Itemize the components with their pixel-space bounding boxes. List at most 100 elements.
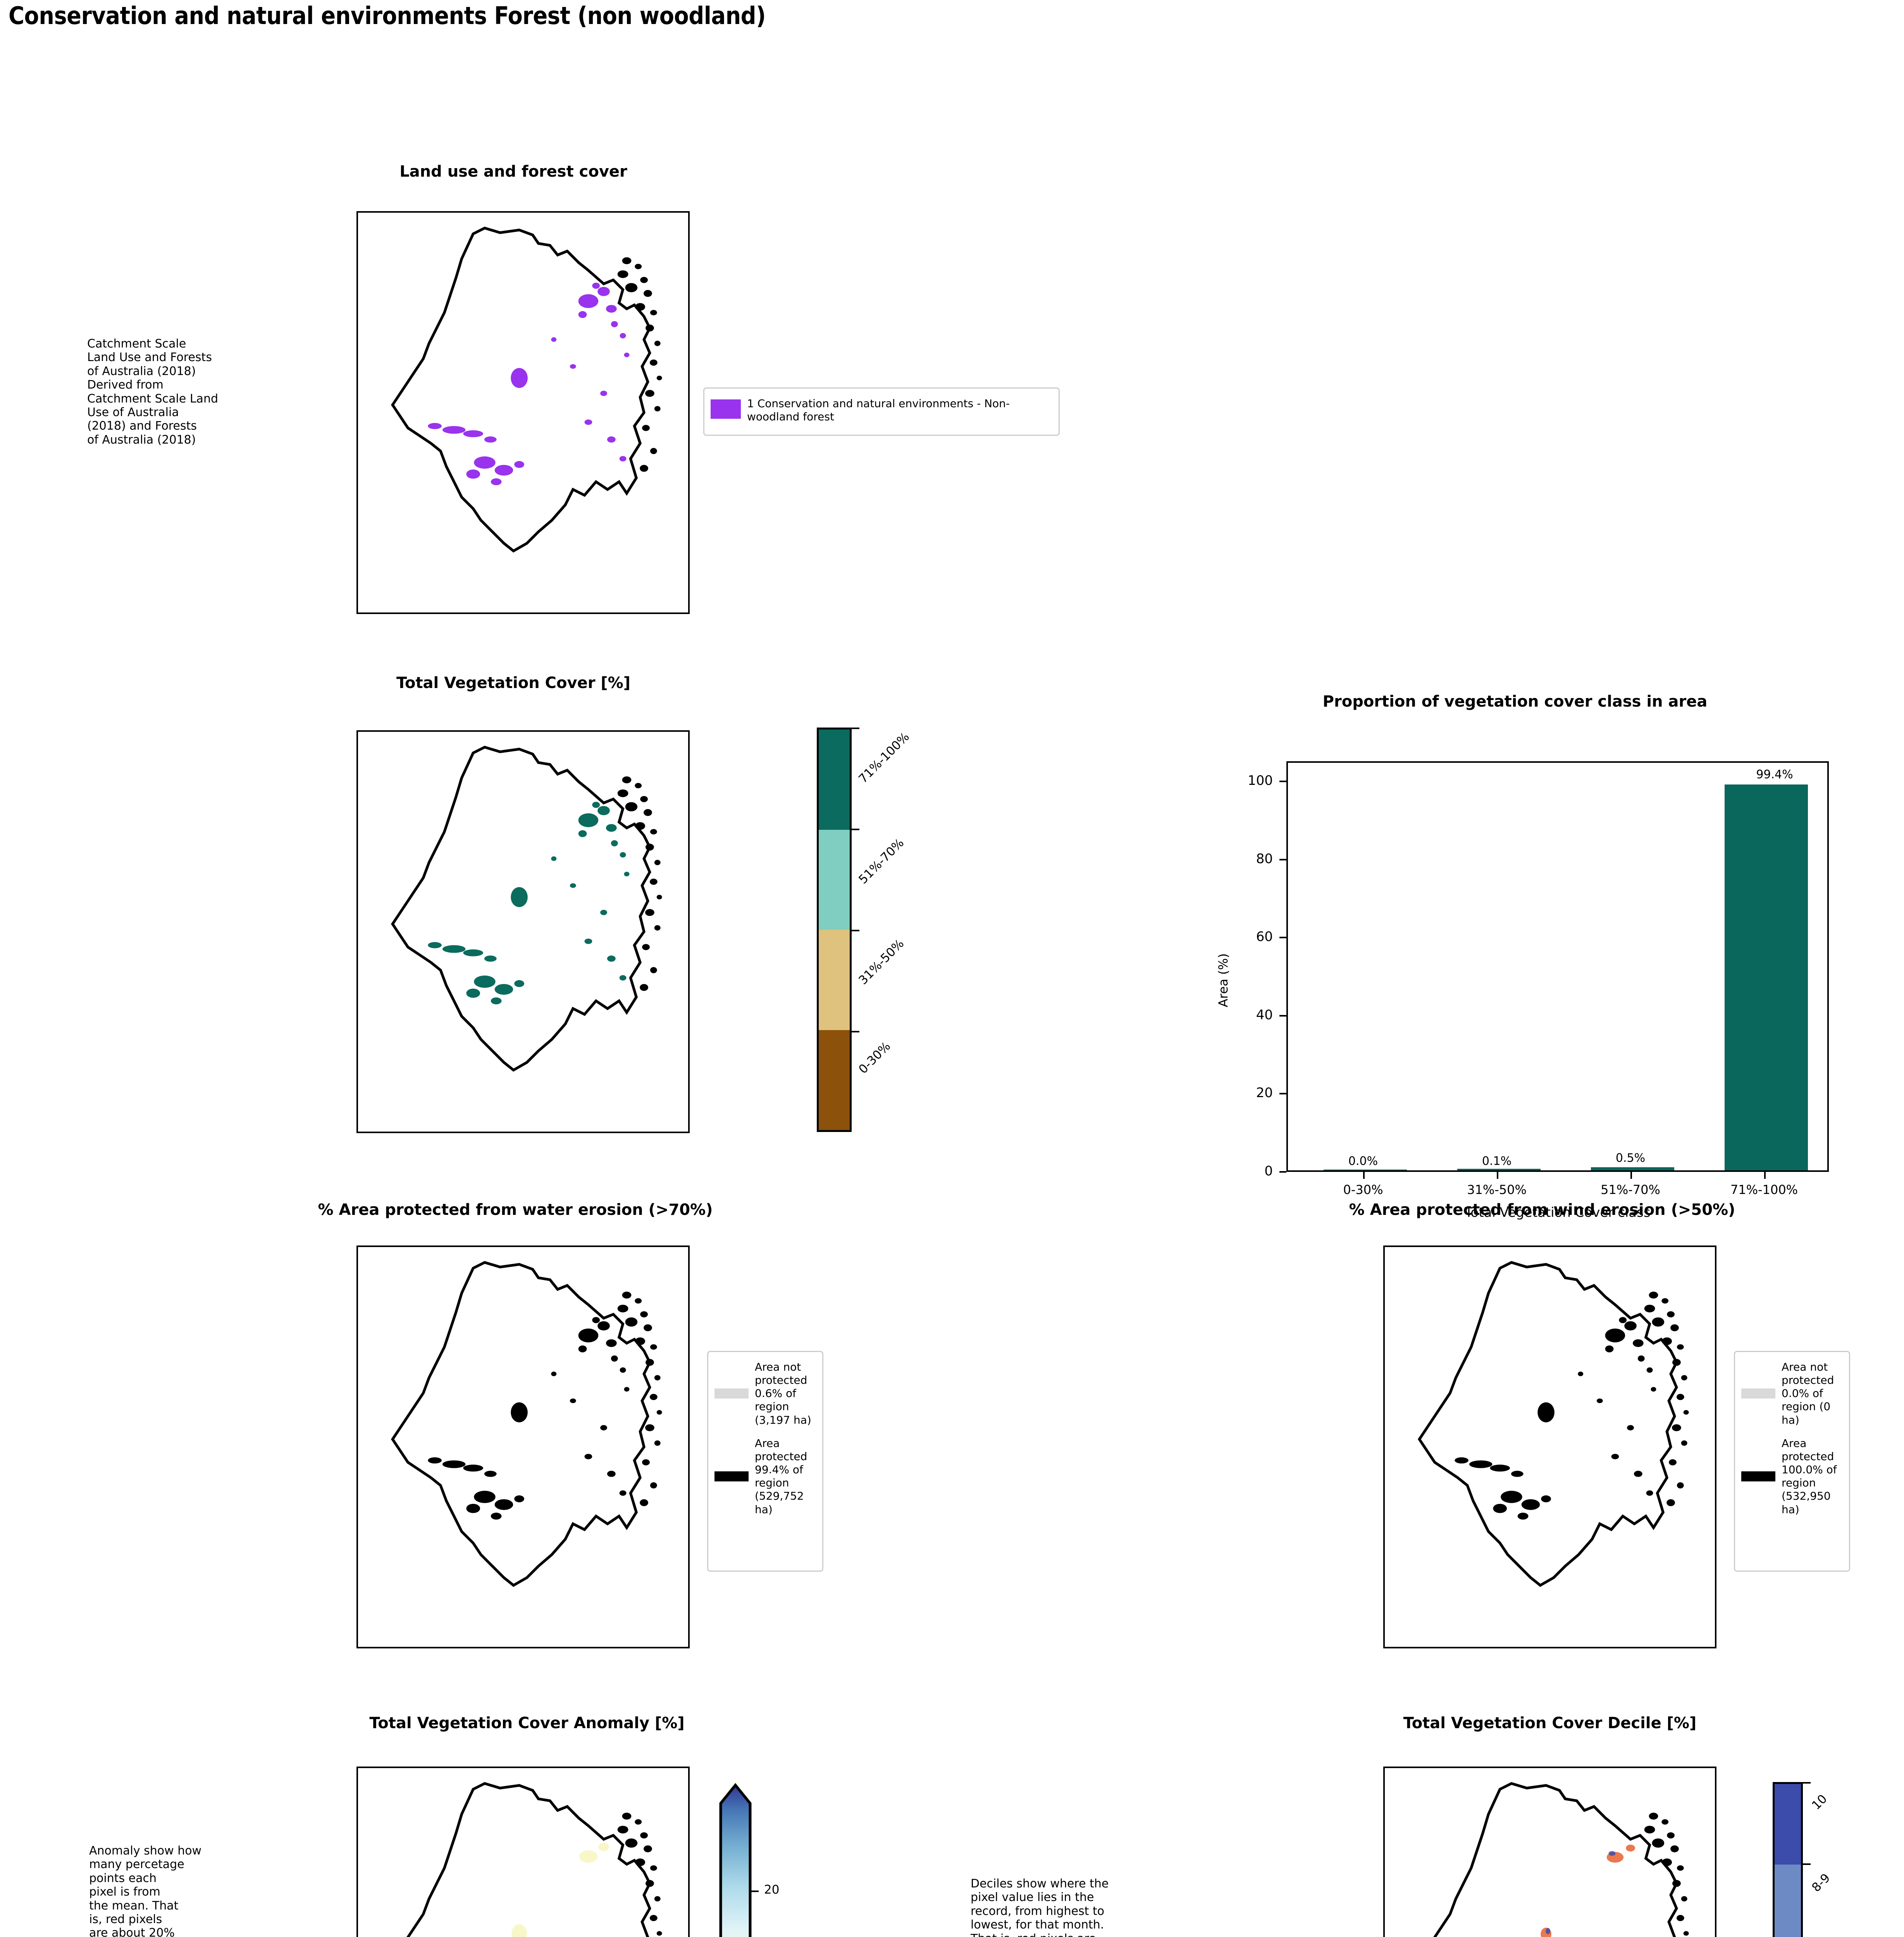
map-tick bbox=[625, 612, 627, 614]
colorbar-label-51-70: 51%-70% bbox=[856, 836, 907, 887]
legend-swatch-area-protected bbox=[1741, 1471, 1775, 1482]
decile-map[interactable] bbox=[1383, 1767, 1716, 1937]
veg-cover-colorbar bbox=[817, 728, 852, 1132]
water-erosion-panel-title: % Area protected from water erosion (>70… bbox=[318, 1201, 713, 1219]
legend-swatch-area-protected bbox=[714, 1471, 749, 1482]
map-tick bbox=[356, 829, 358, 830]
catchment-outline-landuse bbox=[358, 213, 688, 612]
map-tick bbox=[1383, 1344, 1385, 1345]
map-tick bbox=[1420, 1647, 1421, 1648]
legend-item-label: Area protected 100.0% of region (532,950… bbox=[1782, 1436, 1837, 1516]
map-tick bbox=[356, 1414, 358, 1415]
map-tick bbox=[1575, 1647, 1576, 1648]
catchment-outline-decile bbox=[1385, 1768, 1715, 1937]
bar-31-50[interactable] bbox=[1457, 1169, 1541, 1170]
map-tick bbox=[1383, 1274, 1385, 1276]
colorbar-segment-8-9 bbox=[1775, 1865, 1801, 1937]
page-title: Conservation and natural environments Fo… bbox=[9, 2, 766, 30]
legend-item: 1 Conservation and natural environments … bbox=[711, 397, 1052, 423]
colorbar-tick bbox=[852, 1031, 859, 1032]
map-tick bbox=[1383, 1865, 1385, 1866]
y-tick-mark bbox=[1279, 937, 1286, 938]
wind-erosion-legend: Area not protected 0.0% of region (0 ha)… bbox=[1734, 1351, 1850, 1572]
catchment-outline-water bbox=[358, 1247, 688, 1647]
colorbar-segment-10 bbox=[1775, 1784, 1801, 1865]
decile-side-note: Deciles show where the pixel value lies … bbox=[971, 1877, 1109, 1937]
legend-swatch-nonwoodland-forest bbox=[711, 399, 741, 419]
wind-erosion-map[interactable] bbox=[1383, 1245, 1716, 1648]
y-tick-label-20: 20 bbox=[1256, 1085, 1273, 1101]
y-tick-mark bbox=[1279, 781, 1286, 782]
y-tick-label-0: 0 bbox=[1264, 1163, 1273, 1179]
map-tick bbox=[356, 1038, 358, 1039]
legend-item-label: Area not protected 0.6% of region (3,197… bbox=[755, 1361, 811, 1426]
y-tick-mark bbox=[1279, 1171, 1286, 1173]
bar-chart-plot-area bbox=[1286, 761, 1829, 1172]
map-tick bbox=[1383, 1623, 1385, 1624]
map-tick bbox=[356, 1553, 358, 1555]
wind-erosion-panel-title: % Area protected from wind erosion (>50%… bbox=[1349, 1201, 1735, 1219]
colorbar-label-0-30: 0-30% bbox=[856, 1039, 893, 1077]
map-tick bbox=[393, 1132, 394, 1133]
colorbar-segment-0-30 bbox=[819, 1030, 850, 1130]
map-tick bbox=[356, 1108, 358, 1109]
legend-item: Area not protected 0.6% of region (3,197… bbox=[714, 1361, 816, 1427]
legend-item: Area protected 99.4% of region (529,752 … bbox=[714, 1437, 816, 1516]
map-tick bbox=[356, 310, 358, 311]
anomaly-side-note: Anomaly show how many percetage points e… bbox=[89, 1844, 202, 1937]
land-use-side-note: Catchment Scale Land Use and Forests of … bbox=[87, 337, 218, 447]
x-tick-label-51-70: 51%-70% bbox=[1601, 1182, 1660, 1197]
anomaly-colorbar bbox=[714, 1782, 764, 1937]
bar-71-100[interactable] bbox=[1725, 784, 1808, 1170]
map-tick bbox=[356, 1623, 358, 1624]
x-axis-label: Total Vegetation Cover class bbox=[1465, 1205, 1651, 1220]
map-tick bbox=[356, 1935, 358, 1936]
colorbar-segment-71-100 bbox=[819, 729, 850, 830]
colorbar-tick bbox=[1803, 1782, 1811, 1784]
x-tick-mark bbox=[1497, 1172, 1498, 1179]
map-tick bbox=[356, 379, 358, 381]
bar-value-label-31-50: 0.1% bbox=[1482, 1154, 1512, 1168]
catchment-outline-vegcover bbox=[358, 732, 688, 1132]
veg-cover-map[interactable] bbox=[356, 730, 690, 1133]
y-tick-label-100: 100 bbox=[1248, 773, 1273, 788]
y-tick-mark bbox=[1279, 1015, 1286, 1017]
map-tick bbox=[1383, 1795, 1385, 1797]
legend-item-label: Area not protected 0.0% of region (0 ha) bbox=[1782, 1361, 1834, 1426]
anomaly-panel-title: Total Vegetation Cover Anomaly [%] bbox=[369, 1714, 685, 1732]
bar-value-label-0-30: 0.0% bbox=[1348, 1154, 1378, 1168]
colorbar-label-31-50: 31%-50% bbox=[856, 936, 907, 987]
x-tick-mark bbox=[1764, 1172, 1766, 1179]
colorbar-segment-31-50 bbox=[819, 930, 850, 1030]
legend-item: Area not protected 0.0% of region (0 ha) bbox=[1741, 1361, 1843, 1427]
colorbar-label-71-100: 71%-100% bbox=[856, 729, 912, 786]
bar-51-70[interactable] bbox=[1591, 1167, 1674, 1170]
anomaly-map[interactable] bbox=[356, 1767, 690, 1937]
x-tick-mark bbox=[1630, 1172, 1632, 1179]
map-tick bbox=[548, 612, 549, 614]
y-tick-mark bbox=[1279, 1093, 1286, 1094]
map-tick bbox=[356, 1483, 358, 1485]
map-tick bbox=[625, 1647, 627, 1648]
legend-item: Area protected 100.0% of region (532,950… bbox=[1741, 1437, 1843, 1516]
legend-item-label: 1 Conservation and natural environments … bbox=[747, 397, 1010, 423]
bar-chart: Proportion of vegetation cover class in … bbox=[1186, 682, 1868, 1197]
catchment-outline-wind bbox=[1385, 1247, 1715, 1647]
colorbar-tick bbox=[852, 728, 859, 729]
map-tick bbox=[356, 1795, 358, 1797]
y-tick-label-40: 40 bbox=[1256, 1007, 1273, 1023]
y-tick-label-60: 60 bbox=[1256, 929, 1273, 944]
y-tick-mark bbox=[1279, 859, 1286, 860]
water-erosion-legend: Area not protected 0.6% of region (3,197… bbox=[707, 1351, 823, 1572]
map-tick bbox=[1383, 1935, 1385, 1936]
land-use-map[interactable] bbox=[356, 211, 690, 614]
legend-swatch-area-not-protected bbox=[714, 1388, 749, 1399]
x-tick-label-31-50: 31%-50% bbox=[1467, 1182, 1527, 1197]
colorbar-tick bbox=[1803, 1863, 1811, 1865]
colorbar-label-8-9: 8-9 bbox=[1809, 1871, 1833, 1895]
map-tick bbox=[356, 1344, 358, 1345]
water-erosion-map[interactable] bbox=[356, 1245, 690, 1648]
decile-panel-title: Total Vegetation Cover Decile [%] bbox=[1403, 1714, 1697, 1732]
map-tick bbox=[470, 1132, 472, 1133]
map-tick bbox=[356, 588, 358, 590]
